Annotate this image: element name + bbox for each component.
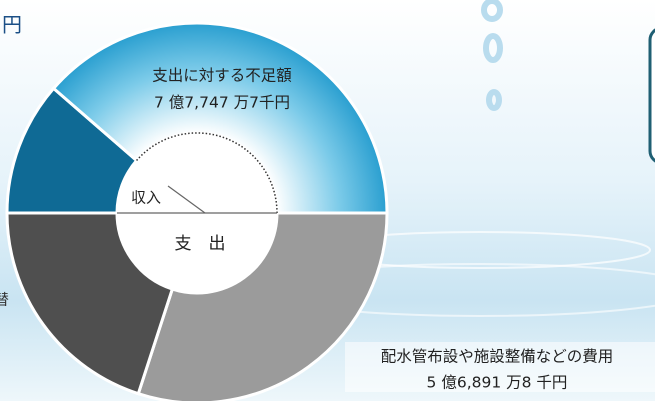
droplets [481,0,503,111]
edge-text: 替 [0,291,9,309]
edge-text: 円 [2,13,22,37]
cost-amount: 5 億6,891 万8 千円 [427,374,568,392]
divider [167,185,206,214]
shortfall-amount: 7 億7,747 万7千円 [154,94,290,112]
label-backdrop [345,342,655,392]
income-label: 収入 [131,189,161,207]
shortfall-title: 支出に対する不足額 [152,67,292,85]
side-box [648,28,655,163]
other-cost-segment [5,211,175,396]
cost-title: 配水管布設や施設整備などの費用 [381,348,614,366]
expense-label: 支 出 [175,234,226,254]
